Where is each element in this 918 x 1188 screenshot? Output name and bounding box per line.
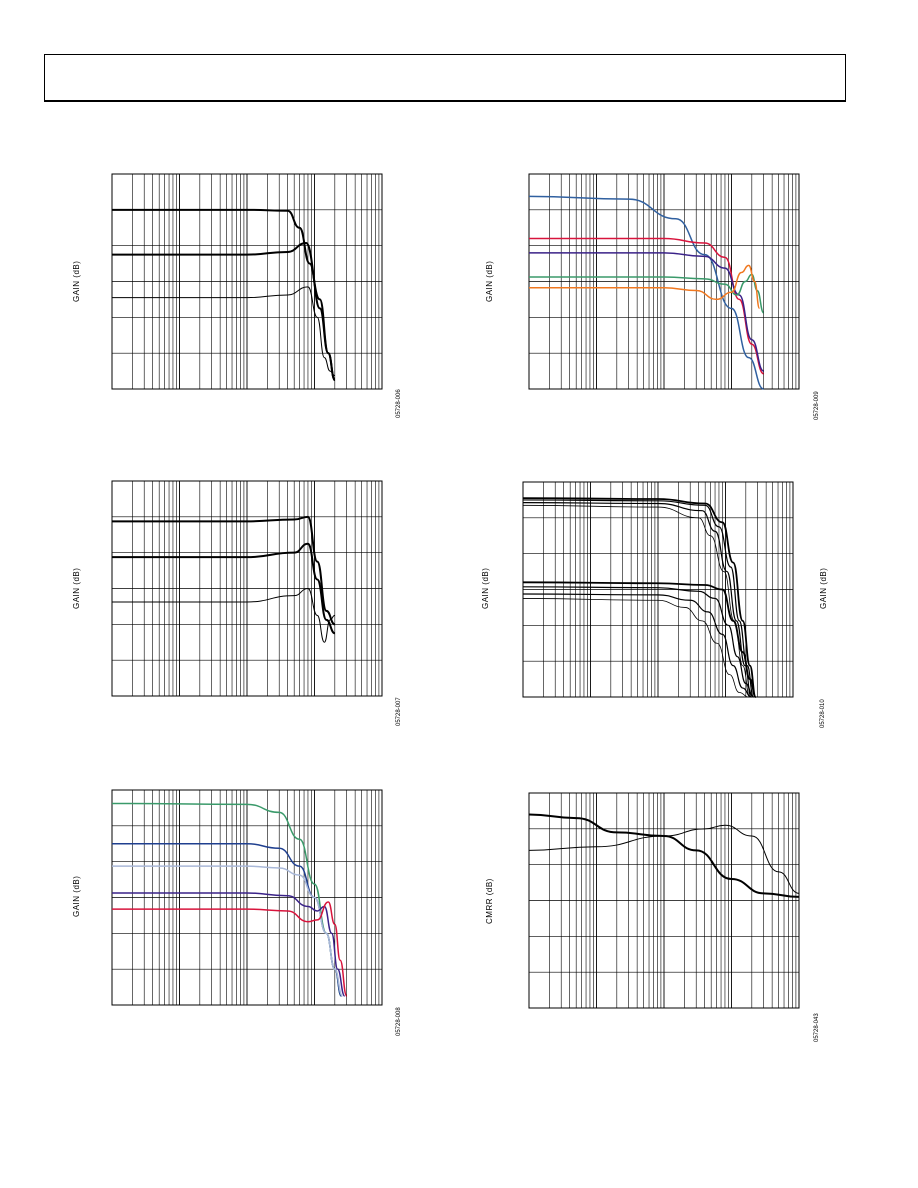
y-axis-label: GAIN (dB) <box>481 567 490 609</box>
y-axis-label: GAIN (dB) <box>72 567 81 609</box>
series-line-3 <box>529 252 765 372</box>
cmrr-chart <box>528 792 800 1009</box>
series-line-8 <box>522 598 749 698</box>
series-line-4 <box>522 504 751 698</box>
chart-svg <box>528 173 800 390</box>
series-line-3 <box>111 865 344 997</box>
gain-chart-5 <box>522 481 794 698</box>
figure-code: 05728-010 <box>820 699 826 728</box>
gain-chart-1 <box>111 173 383 390</box>
chart-svg <box>111 173 383 390</box>
chart-svg <box>111 789 383 1006</box>
gain-chart-4 <box>528 173 800 390</box>
figure-code: 05728-043 <box>814 1013 820 1042</box>
plot-frame <box>528 173 800 390</box>
series-line-4 <box>529 273 765 314</box>
y-axis-label: GAIN (dB) <box>72 260 81 302</box>
chart-svg <box>522 481 794 698</box>
series-line-5 <box>111 901 348 997</box>
series-line-5 <box>522 581 757 698</box>
series-line-7 <box>522 593 752 698</box>
series-line-1 <box>111 208 336 382</box>
series-line-3 <box>112 286 335 377</box>
plot-frame <box>111 789 383 1006</box>
figure-code: 05728-007 <box>396 697 402 726</box>
plot-frame <box>522 481 794 698</box>
series-line-1 <box>528 813 800 898</box>
gain-chart-3 <box>111 789 383 1006</box>
series-line-3 <box>112 587 335 643</box>
chart-svg <box>111 480 383 697</box>
series-line-1 <box>528 195 765 390</box>
series-line-2 <box>529 237 765 375</box>
series-line-1 <box>522 497 757 698</box>
y-axis-label: CMRR (dB) <box>485 878 494 924</box>
y-axis-label: GAIN (dB) <box>72 875 81 917</box>
plot-frame <box>111 173 383 390</box>
series-line-5 <box>529 264 761 310</box>
chart-svg <box>528 792 800 1009</box>
y-axis-label-right: GAIN (dB) <box>819 567 828 609</box>
series-line-2 <box>528 824 800 894</box>
figure-code: 05728-008 <box>396 1007 402 1036</box>
series-line-4 <box>112 892 346 997</box>
y-axis-label: GAIN (dB) <box>485 260 494 302</box>
series-line-1 <box>112 515 336 626</box>
series-line-2 <box>112 241 336 382</box>
series-line-3 <box>522 502 752 698</box>
figure-code: 05728-009 <box>814 391 820 420</box>
figure-code: 05728-006 <box>396 389 402 418</box>
plot-frame <box>528 792 800 1009</box>
plot-frame <box>111 480 383 697</box>
gain-chart-2 <box>111 480 383 697</box>
series-line-6 <box>522 586 754 698</box>
page-header-box <box>44 54 846 102</box>
series-line-2 <box>111 542 336 635</box>
